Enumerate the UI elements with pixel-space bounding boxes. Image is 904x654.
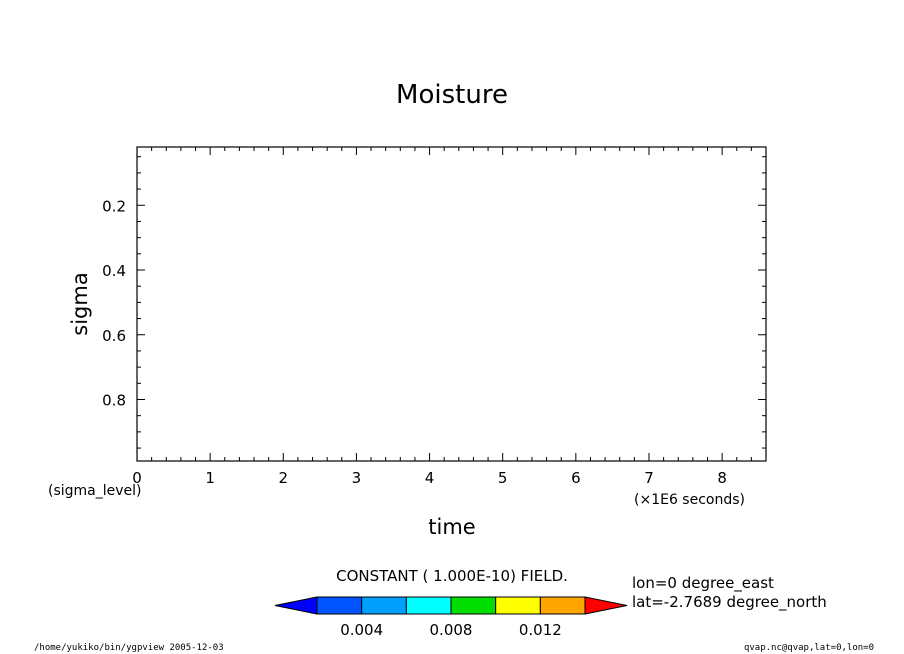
y-tick-label: 0.6	[102, 327, 126, 345]
footer-right: qvap.nc@qvap,lat=0,lon=0	[744, 643, 874, 653]
x-tick-label: 7	[644, 469, 654, 487]
y-axis-title: sigma	[68, 272, 92, 335]
y-tick-label: 0.8	[102, 391, 126, 409]
y-tick-label: 0.4	[102, 262, 126, 280]
plot-area-frame	[136, 146, 767, 462]
y-axis: 0.2 0.4 0.6 0.8	[102, 156, 766, 449]
colorbar: 0.004 0.008 0.012	[274, 596, 628, 639]
x-axis-title: time	[428, 515, 475, 539]
field-message: CONSTANT ( 1.000E-10) FIELD.	[336, 567, 568, 585]
colorbar-label: 0.004	[340, 621, 383, 639]
x-tick-label: 3	[352, 469, 362, 487]
colorbar-segment	[495, 596, 541, 615]
colorbar-high-triangle	[584, 596, 628, 615]
colorbar-low-triangle	[274, 596, 318, 615]
colorbar-segment	[405, 596, 452, 615]
lon-info: lon=0 degree_east	[632, 574, 774, 593]
colorbar-label: 0.012	[519, 621, 562, 639]
x-tick-label: 4	[425, 469, 435, 487]
y-tick-label: 0.2	[102, 197, 126, 215]
x-unit-label: (×1E6 seconds)	[634, 492, 745, 508]
x-tick-label: 6	[571, 469, 581, 487]
y-unit-label: (sigma_level)	[48, 483, 142, 499]
x-axis: 0 1 2 3 4 5 6 7 8	[132, 147, 767, 487]
colorbar-segment	[539, 596, 586, 615]
footer-left: /home/yukiko/bin/ygpview 2005-12-03	[34, 643, 224, 653]
lat-info: lat=-2.7689 degree_north	[632, 593, 827, 612]
x-tick-label: 1	[205, 469, 215, 487]
x-tick-label: 8	[717, 469, 727, 487]
colorbar-segment	[316, 596, 363, 615]
x-tick-label: 5	[498, 469, 508, 487]
colorbar-label: 0.008	[430, 621, 473, 639]
x-tick-label: 2	[279, 469, 289, 487]
colorbar-segment	[450, 596, 497, 615]
chart-title: Moisture	[396, 80, 508, 110]
colorbar-segment	[361, 596, 407, 615]
x-tick-label: 0	[132, 469, 142, 487]
